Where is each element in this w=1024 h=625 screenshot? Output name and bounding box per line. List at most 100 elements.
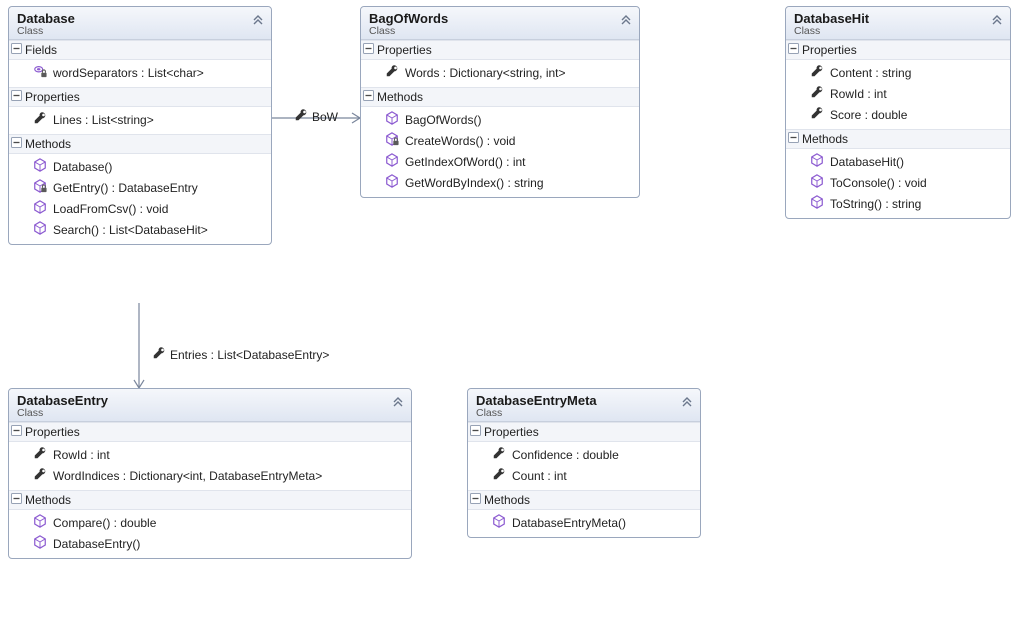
toggle-minus-icon[interactable] (363, 90, 374, 104)
class-box-databasehit[interactable]: DatabaseHit Class Properties Content : s… (785, 6, 1011, 219)
member-row[interactable]: Score : double (786, 104, 1010, 125)
section-members: BagOfWords() CreateWords() : void GetInd… (361, 107, 639, 197)
member-row[interactable]: RowId : int (9, 444, 411, 465)
method-icon (33, 221, 47, 238)
section-members: Words : Dictionary<string, int> (361, 60, 639, 87)
collapse-chevrons-icon[interactable] (251, 11, 265, 28)
method-icon (385, 153, 399, 170)
connector-arrow-icon (134, 380, 144, 388)
section-members: Content : string RowId : int Score : dou… (786, 60, 1010, 129)
collapse-chevrons-icon[interactable] (391, 393, 405, 410)
toggle-minus-icon[interactable] (788, 132, 799, 146)
member-text: Content : string (830, 66, 911, 80)
toggle-minus-icon[interactable] (788, 43, 799, 57)
member-row[interactable]: wordSeparators : List<char> (9, 62, 271, 83)
toggle-minus-icon[interactable] (11, 425, 22, 439)
toggle-minus-icon[interactable] (470, 425, 481, 439)
wrench-icon (492, 467, 506, 484)
member-row[interactable]: Confidence : double (468, 444, 700, 465)
member-row[interactable]: WordIndices : Dictionary<int, DatabaseEn… (9, 465, 411, 486)
section-members: RowId : int WordIndices : Dictionary<int… (9, 442, 411, 490)
collapse-chevrons-icon[interactable] (680, 393, 694, 410)
section-members: DatabaseHit() ToConsole() : void ToStrin… (786, 149, 1010, 218)
section-header-methods[interactable]: Methods (786, 129, 1010, 149)
class-subtitle: Class (17, 25, 263, 37)
section-label: Methods (25, 493, 71, 507)
member-text: RowId : int (53, 448, 110, 462)
member-row[interactable]: DatabaseHit() (786, 151, 1010, 172)
member-row[interactable]: Search() : List<DatabaseHit> (9, 219, 271, 240)
member-text: CreateWords() : void (405, 134, 515, 148)
section-label: Properties (377, 43, 432, 57)
section-header-methods[interactable]: Methods (9, 134, 271, 154)
toggle-minus-icon[interactable] (11, 137, 22, 151)
toggle-minus-icon[interactable] (470, 493, 481, 507)
toggle-minus-icon[interactable] (11, 493, 22, 507)
class-header[interactable]: DatabaseEntryMeta Class (468, 389, 700, 422)
member-text: GetIndexOfWord() : int (405, 155, 526, 169)
section-header-properties[interactable]: Properties (9, 87, 271, 107)
class-box-database[interactable]: Database Class Fields wordSeparators : L… (8, 6, 272, 245)
wrench-icon (810, 64, 824, 81)
section-header-fields[interactable]: Fields (9, 40, 271, 60)
section-members: wordSeparators : List<char> (9, 60, 271, 87)
class-box-databaseentry[interactable]: DatabaseEntry Class Properties RowId : i… (8, 388, 412, 559)
member-row[interactable]: ToString() : string (786, 193, 1010, 214)
class-subtitle: Class (794, 25, 1002, 37)
wrench-icon (152, 346, 166, 363)
collapse-chevrons-icon[interactable] (619, 11, 633, 28)
member-row[interactable]: BagOfWords() (361, 109, 639, 130)
member-row[interactable]: DatabaseEntry() (9, 533, 411, 554)
member-row[interactable]: RowId : int (786, 83, 1010, 104)
member-row[interactable]: Lines : List<string> (9, 109, 271, 130)
member-row[interactable]: Count : int (468, 465, 700, 486)
method-icon (810, 174, 824, 191)
toggle-minus-icon[interactable] (363, 43, 374, 57)
member-text: Count : int (512, 469, 567, 483)
member-text: Compare() : double (53, 516, 156, 530)
method-locked-icon (33, 179, 47, 196)
member-row[interactable]: GetEntry() : DatabaseEntry (9, 177, 271, 198)
section-label: Methods (25, 137, 71, 151)
member-row[interactable]: Words : Dictionary<string, int> (361, 62, 639, 83)
section-header-properties[interactable]: Properties (9, 422, 411, 442)
member-row[interactable]: ToConsole() : void (786, 172, 1010, 193)
section-label: Properties (25, 90, 80, 104)
class-header[interactable]: DatabaseHit Class (786, 7, 1010, 40)
association-label-text: Entries : List<DatabaseEntry> (170, 348, 329, 362)
section-label: Methods (377, 90, 423, 104)
association-label: Entries : List<DatabaseEntry> (152, 346, 329, 363)
section-header-properties[interactable]: Properties (361, 40, 639, 60)
member-text: WordIndices : Dictionary<int, DatabaseEn… (53, 469, 322, 483)
member-row[interactable]: GetIndexOfWord() : int (361, 151, 639, 172)
member-row[interactable]: CreateWords() : void (361, 130, 639, 151)
class-subtitle: Class (476, 407, 692, 419)
member-text: DatabaseEntry() (53, 537, 140, 551)
member-text: Score : double (830, 108, 907, 122)
class-box-bagofwords[interactable]: BagOfWords Class Properties Words : Dict… (360, 6, 640, 198)
section-header-methods[interactable]: Methods (361, 87, 639, 107)
method-icon (33, 514, 47, 531)
member-row[interactable]: Compare() : double (9, 512, 411, 533)
class-title: BagOfWords (369, 11, 631, 26)
member-row[interactable]: Content : string (786, 62, 1010, 83)
wrench-icon (294, 108, 308, 125)
section-header-methods[interactable]: Methods (9, 490, 411, 510)
member-row[interactable]: GetWordByIndex() : string (361, 172, 639, 193)
section-header-properties[interactable]: Properties (786, 40, 1010, 60)
class-header[interactable]: Database Class (9, 7, 271, 40)
member-row[interactable]: DatabaseEntryMeta() (468, 512, 700, 533)
toggle-minus-icon[interactable] (11, 43, 22, 57)
class-header[interactable]: BagOfWords Class (361, 7, 639, 40)
toggle-minus-icon[interactable] (11, 90, 22, 104)
section-header-methods[interactable]: Methods (468, 490, 700, 510)
section-header-properties[interactable]: Properties (468, 422, 700, 442)
section-label: Methods (484, 493, 530, 507)
collapse-chevrons-icon[interactable] (990, 11, 1004, 28)
class-box-databaseentrymeta[interactable]: DatabaseEntryMeta Class Properties Confi… (467, 388, 701, 538)
member-row[interactable]: LoadFromCsv() : void (9, 198, 271, 219)
member-text: GetWordByIndex() : string (405, 176, 544, 190)
member-row[interactable]: Database() (9, 156, 271, 177)
class-header[interactable]: DatabaseEntry Class (9, 389, 411, 422)
class-subtitle: Class (17, 407, 403, 419)
